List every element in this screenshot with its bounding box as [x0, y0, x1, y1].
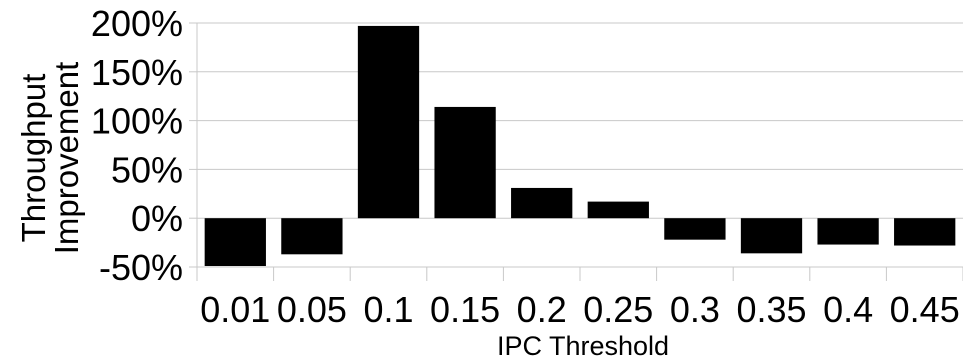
x-tick-label: 0.01: [200, 289, 270, 330]
x-tick-label: 0.4: [823, 289, 873, 330]
x-tick-label: 0.45: [890, 289, 960, 330]
bar-0.15: [434, 106, 496, 219]
x-tick-label: 0.35: [736, 289, 806, 330]
y-tick-label: 200%: [91, 3, 183, 44]
bar-0.2: [511, 187, 573, 219]
y-axis-label-line-1: Throughput: [15, 74, 52, 243]
y-tick-label: 150%: [91, 52, 183, 93]
y-tick-label: -50%: [99, 247, 183, 288]
y-tick-labels: -50% 0% 50% 100% 150% 200%: [91, 3, 183, 288]
y-tick-label: 0%: [131, 198, 183, 239]
bar-0.01: [204, 218, 266, 267]
bar-0.1: [357, 25, 420, 219]
x-tick-label: 0.2: [517, 289, 567, 330]
bar-0.25: [587, 201, 649, 219]
x-tick-label: 0.1: [363, 289, 413, 330]
bars: [204, 25, 956, 267]
x-tick-label: 0.05: [277, 289, 347, 330]
y-tick-label: 50%: [111, 149, 183, 190]
y-tick-label: 100%: [91, 101, 183, 142]
bar-0.3: [664, 218, 726, 240]
y-axis-label: Throughput Improvement: [15, 62, 85, 255]
x-tick-label: 0.3: [670, 289, 720, 330]
bar-0.05: [281, 218, 343, 255]
bar-0.35: [740, 218, 803, 254]
bar-0.45: [894, 218, 956, 246]
bar-0.4: [817, 218, 879, 245]
axes: [189, 22, 963, 281]
x-axis-label: IPC Threshold: [497, 331, 669, 360]
x-tick-label: 0.25: [583, 289, 653, 330]
y-axis-label-line-2: Improvement: [48, 62, 85, 255]
x-tick-labels: 0.01 0.05 0.1 0.15 0.2 0.25 0.3 0.35 0.4 0.45: [200, 289, 959, 330]
x-tick-label: 0.15: [430, 289, 500, 330]
